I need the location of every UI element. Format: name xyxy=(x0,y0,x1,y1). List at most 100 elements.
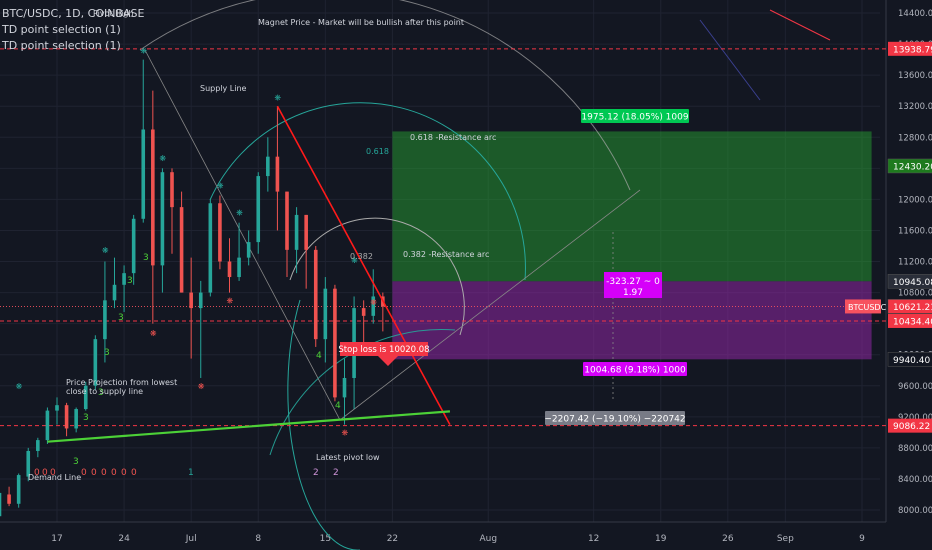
annotation-text: 0.618 xyxy=(366,147,389,156)
y-tick-label: 12800.00 xyxy=(898,133,932,143)
symbol-badge-label: BTCUSDC xyxy=(848,303,887,312)
annotation-text: close to supply line xyxy=(66,387,143,396)
candle-body xyxy=(0,492,2,517)
candle-body xyxy=(55,405,59,411)
candle-body xyxy=(122,273,126,285)
td-marker-icon: ❋ xyxy=(198,382,205,391)
y-tick-label: 14400.00 xyxy=(898,9,932,19)
x-tick-label: 22 xyxy=(387,534,398,544)
td-marker-icon: ❋ xyxy=(351,256,358,265)
entry-label-2: 1.97 xyxy=(623,288,643,298)
stop-label-box xyxy=(583,362,687,376)
candle-body xyxy=(74,409,78,429)
entry-label: -323.27 ~ 0 xyxy=(606,277,660,287)
symbol-title: BTC/USDC, 1D, COINBASE xyxy=(2,7,145,20)
fib-arc-382 xyxy=(289,217,465,336)
td-count-green: 3 xyxy=(118,313,124,323)
td-marker-icon: ❋ xyxy=(140,46,147,55)
candle-body xyxy=(294,214,299,250)
td-count-red: 0 xyxy=(91,468,97,478)
stop-label: 1004.68 (9.18%) 1000 xyxy=(584,366,686,376)
td-marker-icon: ❋ xyxy=(370,298,377,307)
candle-body xyxy=(361,308,366,316)
td-marker-icon: ❋ xyxy=(217,181,224,190)
x-tick-label: Sep xyxy=(777,534,794,544)
x-tick-label: Jul xyxy=(185,534,197,544)
measure-label: −2207.42 (−19.10%) −220742 xyxy=(544,414,685,424)
annotation-text: Price Projection from lowest xyxy=(66,378,177,387)
td-marker-icon: ❋ xyxy=(236,209,243,218)
x-tick-label: 12 xyxy=(588,534,599,544)
candles xyxy=(0,59,385,517)
candle-body xyxy=(371,296,376,316)
annotation-text: 0.618 -Resistance arc xyxy=(410,133,496,142)
candle-body xyxy=(112,284,117,301)
td-count-green: 3 xyxy=(83,413,89,423)
demand-line xyxy=(47,410,450,443)
indicator-label-2[interactable]: TD point selection (1) xyxy=(2,39,121,52)
chart-legend: BTC/USDC, 1D, COINBASE TD point selectio… xyxy=(2,6,144,54)
td-count-green: 3 xyxy=(127,276,133,286)
candle-body xyxy=(323,288,328,340)
price-badge xyxy=(888,418,932,433)
price-badge xyxy=(887,274,932,289)
candle-body xyxy=(275,156,280,192)
y-tick-label: 8000.00 xyxy=(898,506,932,516)
y-tick-label: 13200.00 xyxy=(898,102,932,112)
td-marker-icon: ❋ xyxy=(102,246,109,255)
candle-body xyxy=(208,203,213,293)
candle-body xyxy=(342,377,347,398)
td-count-purple: 2 xyxy=(333,468,339,478)
price-badge-label: 12430.20 xyxy=(893,162,932,172)
x-tick-label: 17 xyxy=(51,534,62,544)
position-target-zone xyxy=(392,131,872,282)
td-marker-icon: ❋ xyxy=(159,154,166,163)
candle-body xyxy=(170,172,174,208)
candle-body xyxy=(151,129,155,266)
td-marker-icon: ❋ xyxy=(342,428,349,437)
candle-body xyxy=(179,207,184,293)
y-tick-label: 9600.00 xyxy=(898,382,932,392)
price-badge xyxy=(887,299,932,314)
candle-body xyxy=(198,292,203,309)
pivot-connector-line xyxy=(144,49,341,421)
annotation-text: Pivot High xyxy=(93,9,134,18)
candle-body xyxy=(45,410,50,441)
price-badge xyxy=(887,352,932,367)
annotation-text: Demand Line xyxy=(28,473,81,482)
td-count-red: 0 xyxy=(101,468,107,478)
candle-body xyxy=(64,405,69,429)
candle-body xyxy=(131,218,136,274)
annotation-text: Magnet Price - Market will be bullish af… xyxy=(258,18,464,27)
candle-body xyxy=(16,475,21,504)
candle-body xyxy=(237,257,241,278)
td-marker-icon: ❋ xyxy=(150,329,157,338)
candle-body xyxy=(218,203,222,262)
td-count-green: 4 xyxy=(335,401,341,411)
x-tick-label: 8 xyxy=(255,534,261,544)
measure-label-box xyxy=(545,410,685,425)
y-tick-label: 12000.00 xyxy=(898,195,932,205)
candle-body xyxy=(256,176,261,243)
td-count-purple: 2 xyxy=(313,468,319,478)
price-badge-label: 13938.79 xyxy=(893,45,932,55)
candle-body xyxy=(160,172,165,266)
y-tick-label: 8800.00 xyxy=(898,444,932,454)
price-badge-label: 10945.08 xyxy=(893,278,932,288)
y-tick-label: 10800.00 xyxy=(898,289,932,299)
annotation-text: 0.382 xyxy=(350,252,373,261)
x-tick-label: 9 xyxy=(859,534,865,544)
price-badge-label: 10434.40 xyxy=(893,317,932,327)
x-tick-label: Aug xyxy=(479,534,497,544)
td-marker-icon: ❋ xyxy=(227,296,234,305)
symbol-badge xyxy=(845,299,881,314)
indicator-label-1[interactable]: TD point selection (1) xyxy=(2,23,121,36)
x-tick-label: 24 xyxy=(118,534,130,544)
candle-body xyxy=(333,288,337,398)
y-tick-label: 13600.00 xyxy=(898,71,932,81)
price-badge xyxy=(887,158,932,174)
x-tick-label: 19 xyxy=(655,534,667,544)
